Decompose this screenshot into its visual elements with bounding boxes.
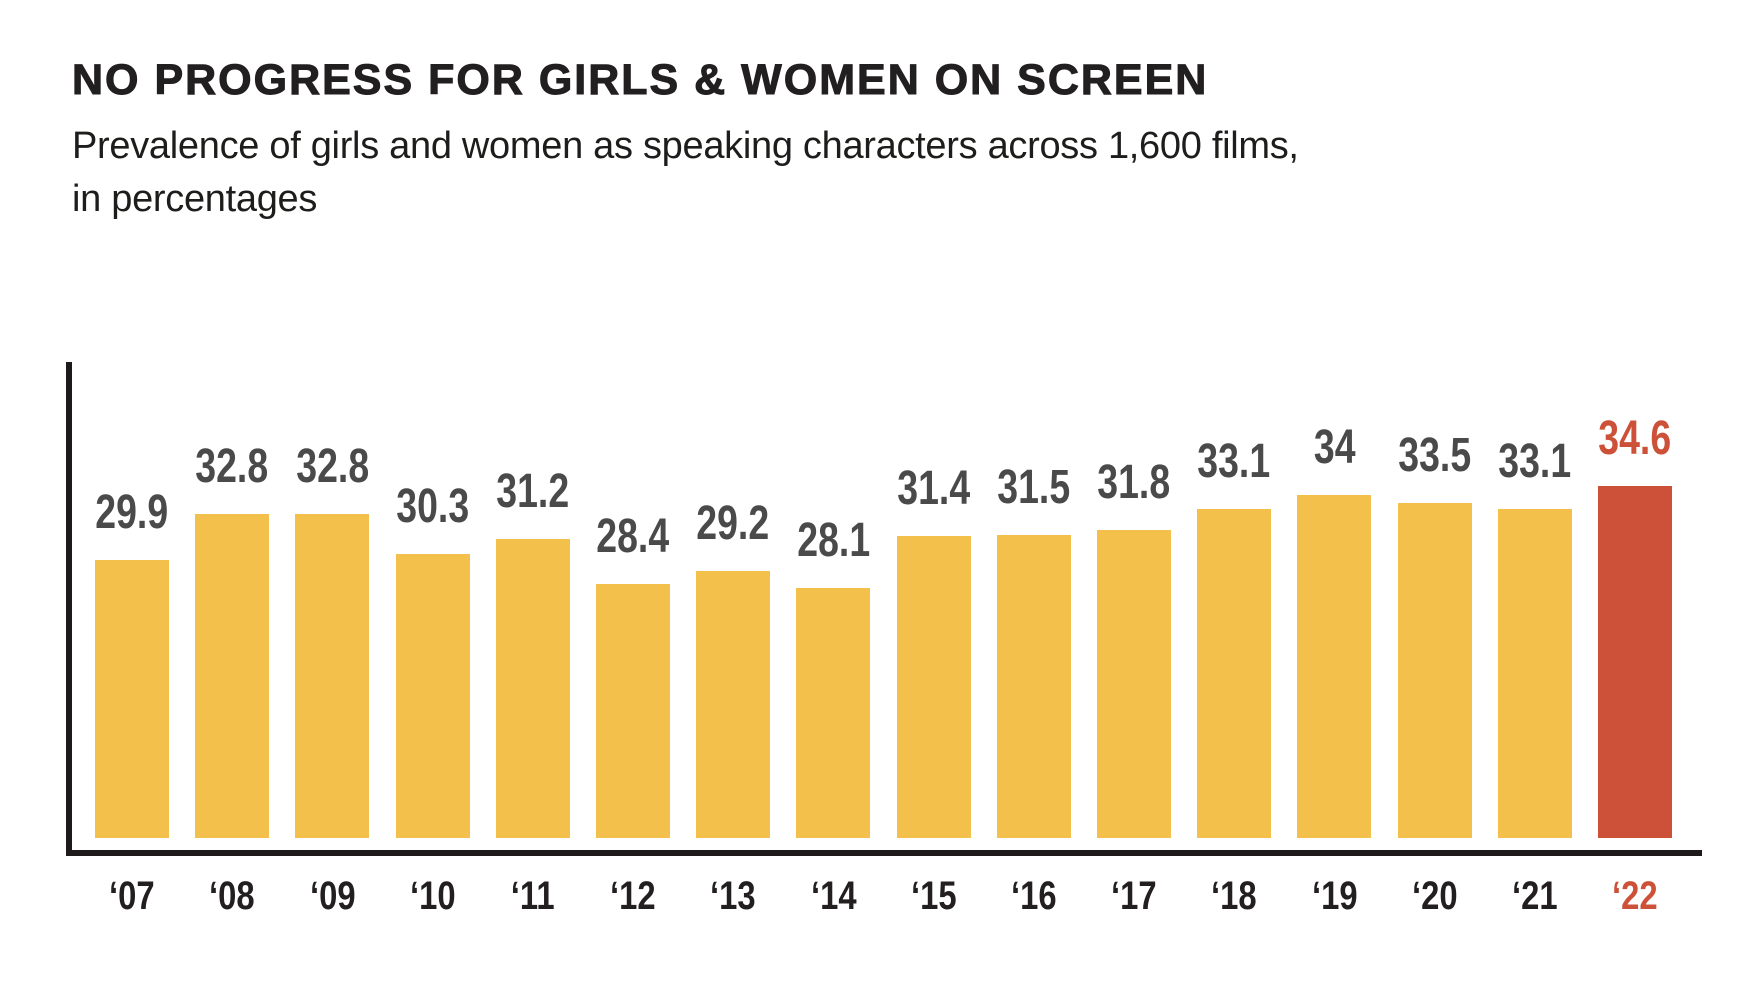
x-tick-label: ‘12 bbox=[573, 872, 693, 920]
bar-value-text: 28.1 bbox=[796, 514, 870, 567]
x-tick-text: ‘15 bbox=[910, 874, 957, 918]
chart-subtitle-line2: in percentages bbox=[72, 178, 318, 220]
bar-value-label: 34.6 bbox=[1565, 414, 1705, 464]
x-tick-label: ‘08 bbox=[172, 872, 292, 920]
bar-value-text: 31.5 bbox=[997, 461, 1071, 514]
bar-22 bbox=[1598, 486, 1672, 838]
bar-value-text: 31.8 bbox=[1097, 456, 1171, 509]
x-tick-label: ‘13 bbox=[673, 872, 793, 920]
x-tick-text: ‘08 bbox=[209, 874, 255, 918]
bar-18 bbox=[1197, 509, 1272, 838]
bar-value-text: 29.2 bbox=[696, 497, 770, 550]
bar-chart-plot-area: 29.9 32.8 32.8 30.3 31.2 28.4 29.2 28.1 31.4 31.5… bbox=[66, 362, 1702, 856]
bar-17 bbox=[1097, 530, 1171, 838]
x-tick-text: ‘07 bbox=[109, 874, 155, 918]
x-tick-text: ‘22 bbox=[1612, 874, 1658, 918]
x-tick-text: ‘18 bbox=[1211, 874, 1257, 918]
bar-value-text: 29.9 bbox=[95, 486, 169, 539]
bar-value-text: 34.6 bbox=[1598, 412, 1672, 465]
x-tick-text: ‘11 bbox=[510, 874, 555, 918]
bar-value-label: 34 bbox=[1264, 423, 1404, 473]
x-tick-text: ‘21 bbox=[1511, 874, 1558, 918]
bar-15 bbox=[896, 536, 971, 838]
bar-value-label: 28.4 bbox=[563, 512, 703, 562]
bar-value-text: 34 bbox=[1313, 421, 1356, 474]
bar-21 bbox=[1497, 509, 1572, 838]
x-tick-label: ‘22 bbox=[1575, 872, 1695, 920]
bar-value-label: 28.1 bbox=[763, 516, 903, 566]
bar-value-text: 32.8 bbox=[195, 440, 269, 493]
x-tick-label: ‘10 bbox=[373, 872, 493, 920]
bar-value-text: 28.4 bbox=[596, 510, 670, 563]
x-tick-label: ‘09 bbox=[272, 872, 392, 920]
bar-value-label: 33.1 bbox=[1465, 437, 1605, 487]
bar-value-text: 32.8 bbox=[295, 440, 369, 493]
bar-value-text: 30.3 bbox=[396, 480, 470, 533]
chart-subtitle-line1: Prevalence of girls and women as speakin… bbox=[72, 125, 1299, 167]
x-tick-label: ‘11 bbox=[473, 872, 593, 920]
x-tick-label: ‘19 bbox=[1274, 872, 1394, 920]
bar-09 bbox=[295, 514, 370, 838]
x-tick-label: ‘14 bbox=[773, 872, 893, 920]
bar-value-label: 32.8 bbox=[162, 442, 302, 492]
x-tick-text: ‘19 bbox=[1311, 874, 1358, 918]
bar-value-label: 33.1 bbox=[1164, 437, 1304, 487]
x-tick-text: ‘14 bbox=[810, 874, 857, 918]
bar-value-label: 31.5 bbox=[964, 463, 1104, 513]
x-tick-text: ‘10 bbox=[409, 874, 456, 918]
x-tick-label: ‘07 bbox=[72, 872, 192, 920]
bar-value-label: 30.3 bbox=[363, 482, 503, 532]
bar-19 bbox=[1297, 495, 1372, 838]
bar-11 bbox=[495, 539, 570, 838]
bar-value-label: 32.8 bbox=[262, 442, 402, 492]
x-tick-text: ‘13 bbox=[710, 874, 756, 918]
bar-value-text: 33.1 bbox=[1197, 435, 1271, 488]
chart-subtitle: Prevalence of girls and women as speakin… bbox=[72, 120, 1299, 226]
bar-value-label: 29.9 bbox=[62, 488, 202, 538]
bar-value-label: 31.4 bbox=[864, 464, 1004, 514]
x-tick-text: ‘17 bbox=[1111, 874, 1157, 918]
bar-value-text: 33.5 bbox=[1398, 429, 1472, 482]
bar-value-text: 31.4 bbox=[897, 462, 971, 515]
x-axis-tick-labels: ‘07 ‘08 ‘09 ‘10 ‘11 ‘12 ‘13 ‘14 ‘15 ‘16 ‘17 ‘18 ‘19 ‘… bbox=[0, 872, 1750, 932]
x-tick-text: ‘12 bbox=[610, 874, 656, 918]
bar-20 bbox=[1397, 503, 1472, 838]
x-tick-label: ‘15 bbox=[874, 872, 994, 920]
bar-12 bbox=[596, 584, 670, 838]
x-tick-label: ‘17 bbox=[1074, 872, 1194, 920]
bar-10 bbox=[395, 554, 470, 838]
bar-value-label: 31.8 bbox=[1064, 458, 1204, 508]
bar-13 bbox=[696, 571, 771, 838]
bar-16 bbox=[996, 535, 1071, 838]
bar-value-label: 29.2 bbox=[663, 499, 803, 549]
bar-value-label: 33.5 bbox=[1365, 431, 1505, 481]
x-tick-text: ‘16 bbox=[1010, 874, 1057, 918]
x-tick-text: ‘09 bbox=[309, 874, 356, 918]
x-tick-label: ‘21 bbox=[1475, 872, 1595, 920]
bar-14 bbox=[796, 588, 871, 838]
x-tick-label: ‘20 bbox=[1375, 872, 1495, 920]
bar-07 bbox=[95, 560, 169, 838]
bar-value-text: 31.2 bbox=[496, 465, 570, 518]
bars-layer: 29.9 32.8 32.8 30.3 31.2 28.4 29.2 28.1 31.4 31.5… bbox=[72, 362, 1702, 838]
chart-title: NO PROGRESS FOR GIRLS & WOMEN ON SCREEN bbox=[71, 56, 1209, 105]
bar-value-label: 31.2 bbox=[463, 467, 603, 517]
x-tick-label: ‘18 bbox=[1174, 872, 1294, 920]
bar-value-text: 33.1 bbox=[1498, 435, 1572, 488]
x-tick-text: ‘20 bbox=[1411, 874, 1458, 918]
bar-08 bbox=[195, 514, 270, 838]
x-tick-label: ‘16 bbox=[974, 872, 1094, 920]
